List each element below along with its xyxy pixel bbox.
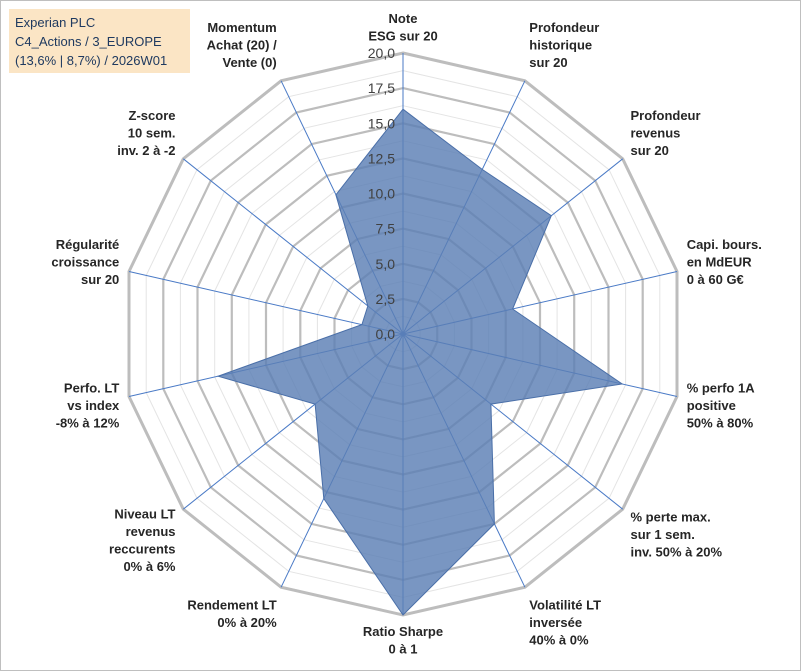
radar-tick-labels: 0,0 2,5 5,0 7,5 10,0 12,5 15,0 17,5 20,0 [368,45,395,342]
tick-label: 17,5 [368,80,395,96]
chart-title-box: Experian PLC C4_Actions / 3_EUROPE (13,6… [9,9,190,73]
axis-label: Perfo. LT vs index -8% à 12% [56,381,120,431]
title-line-stats: (13,6% | 8,7%) / 2026W01 [15,53,168,68]
axis-label: Z-score 10 sem. inv. 2 à -2 [117,108,175,158]
axis-label: Volatilité LT inversée 40% à 0% [529,598,601,648]
axis-label: Profondeur historique sur 20 [529,20,599,70]
title-line-company: Experian PLC [15,15,96,30]
tick-label: 20,0 [368,45,395,61]
axis-label: Capi. bours. en MdEUR 0 à 60 G€ [687,237,762,287]
tick-label: 2,5 [376,291,396,307]
title-line-category: C4_Actions / 3_EUROPE [15,34,162,49]
tick-label: 5,0 [376,256,396,272]
axis-spoke [128,271,404,335]
axis-label: Momentum Achat (20) / Vente (0) [207,20,277,70]
tick-label: 15,0 [368,115,395,131]
tick-label: 12,5 [368,150,395,166]
axis-label: Rendement LT 0% à 20% [187,598,277,631]
axis-label: % perfo 1A positive 50% à 80% [687,381,756,431]
axis-spoke [182,158,404,335]
radar-series [216,108,624,616]
tick-label: 0,0 [376,326,396,342]
tick-label: 7,5 [376,221,396,237]
tick-label: 10,0 [368,186,395,202]
axis-label: Profondeur revenus sur 20 [631,108,701,158]
axis-label: % perte max. sur 1 sem. inv. 50% à 20% [631,510,723,560]
axis-label: Note ESG sur 20 [368,11,437,44]
series-area [216,108,624,616]
axis-label: Ratio Sharpe 0 à 1 [363,624,443,657]
axis-label: Niveau LT revenus reccurents 0% à 6% [109,506,176,574]
axis-label: Régularité croissance sur 20 [51,237,119,287]
radar-axis-labels: Note ESG sur 20 Profondeur historique sur 20… [51,11,761,657]
